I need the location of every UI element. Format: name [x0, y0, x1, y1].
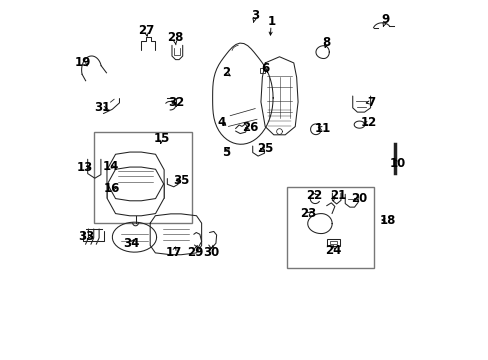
Text: 35: 35 [172, 174, 189, 187]
Text: 4: 4 [217, 116, 225, 129]
Text: 14: 14 [102, 160, 119, 173]
Bar [329, 241, 336, 244]
Text: 34: 34 [122, 237, 139, 250]
Text: 15: 15 [153, 132, 169, 145]
Bar [326, 239, 339, 246]
Text: 16: 16 [103, 183, 120, 195]
Text: 12: 12 [360, 116, 376, 129]
Text: 11: 11 [314, 122, 330, 135]
Text: 30: 30 [203, 246, 219, 258]
Text: 18: 18 [378, 213, 395, 226]
Text: 27: 27 [138, 24, 154, 37]
Text: 31: 31 [94, 102, 110, 114]
Text: 2: 2 [222, 66, 229, 79]
Text: 32: 32 [168, 96, 184, 109]
Text: 6: 6 [261, 62, 269, 75]
Text: 8: 8 [322, 36, 330, 49]
Text: 17: 17 [165, 246, 182, 258]
Text: 1: 1 [266, 14, 275, 27]
Text: 26: 26 [241, 121, 258, 134]
Text: 19: 19 [75, 56, 91, 69]
Bar [286, 187, 373, 267]
Text: 22: 22 [305, 189, 322, 202]
Text: 33: 33 [78, 230, 95, 243]
Text: 13: 13 [76, 161, 92, 174]
Text: 24: 24 [324, 244, 341, 257]
Bar [260, 68, 264, 73]
Text: 7: 7 [366, 96, 375, 109]
Text: 25: 25 [257, 142, 273, 155]
Text: 5: 5 [222, 146, 230, 159]
Text: 9: 9 [381, 13, 389, 27]
Text: 10: 10 [388, 157, 405, 170]
Text: 3: 3 [251, 9, 259, 22]
Text: 20: 20 [351, 192, 367, 205]
Text: 21: 21 [329, 189, 346, 202]
Text: 23: 23 [299, 207, 316, 220]
Text: 28: 28 [166, 31, 183, 44]
Bar [94, 132, 192, 223]
Text: 29: 29 [186, 246, 203, 258]
